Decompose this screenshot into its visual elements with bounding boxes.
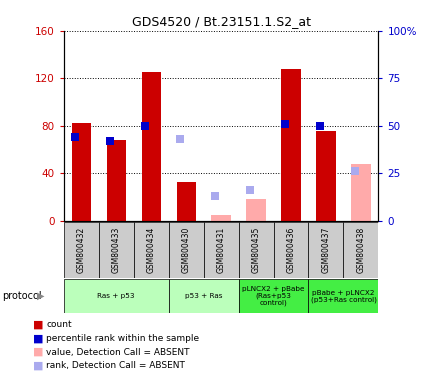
Text: ■: ■ [33,319,44,329]
Text: GSM800434: GSM800434 [147,227,156,273]
Title: GDS4520 / Bt.23151.1.S2_at: GDS4520 / Bt.23151.1.S2_at [132,15,311,28]
Bar [72,123,91,221]
Bar [212,215,231,221]
Bar [134,222,169,278]
Bar [344,222,378,278]
Text: GSM800437: GSM800437 [322,227,330,273]
Bar [274,222,308,278]
Bar [169,279,238,313]
Point [246,187,253,194]
Text: GSM800435: GSM800435 [252,227,260,273]
Text: ■: ■ [33,347,44,357]
Bar [176,182,196,221]
Bar [169,222,204,278]
Bar [142,72,161,221]
Text: ▶: ▶ [37,291,44,301]
Text: ■: ■ [33,361,44,371]
Bar [99,222,134,278]
Bar [308,279,378,313]
Text: GSM800436: GSM800436 [286,227,296,273]
Text: GSM800433: GSM800433 [112,227,121,273]
Text: GSM800438: GSM800438 [356,227,366,273]
Text: pLNCX2 + pBabe
(Ras+p53
control): pLNCX2 + pBabe (Ras+p53 control) [242,286,305,306]
Point [316,123,323,129]
Bar [64,222,99,278]
Point [176,136,183,142]
Text: GSM800431: GSM800431 [216,227,226,273]
Text: GSM800432: GSM800432 [77,227,86,273]
Point [351,168,358,174]
Text: ■: ■ [33,333,44,343]
Text: rank, Detection Call = ABSENT: rank, Detection Call = ABSENT [46,361,185,371]
Bar [308,222,344,278]
Text: Ras + p53: Ras + p53 [98,293,135,299]
Bar [204,222,238,278]
Bar [64,279,169,313]
Bar [282,69,301,221]
Bar [246,199,266,221]
Bar [106,140,126,221]
Text: value, Detection Call = ABSENT: value, Detection Call = ABSENT [46,348,190,357]
Text: GSM800430: GSM800430 [182,227,191,273]
Bar [316,131,336,221]
Text: pBabe + pLNCX2
(p53+Ras control): pBabe + pLNCX2 (p53+Ras control) [311,290,376,303]
Point [211,193,218,199]
Text: protocol: protocol [2,291,42,301]
Point [106,138,114,144]
Text: p53 + Ras: p53 + Ras [185,293,222,299]
Bar [351,164,370,221]
Point [281,121,288,127]
Point [71,134,78,140]
Bar [238,222,274,278]
Text: count: count [46,320,72,329]
Bar [238,279,308,313]
Point [141,123,148,129]
Text: percentile rank within the sample: percentile rank within the sample [46,334,199,343]
